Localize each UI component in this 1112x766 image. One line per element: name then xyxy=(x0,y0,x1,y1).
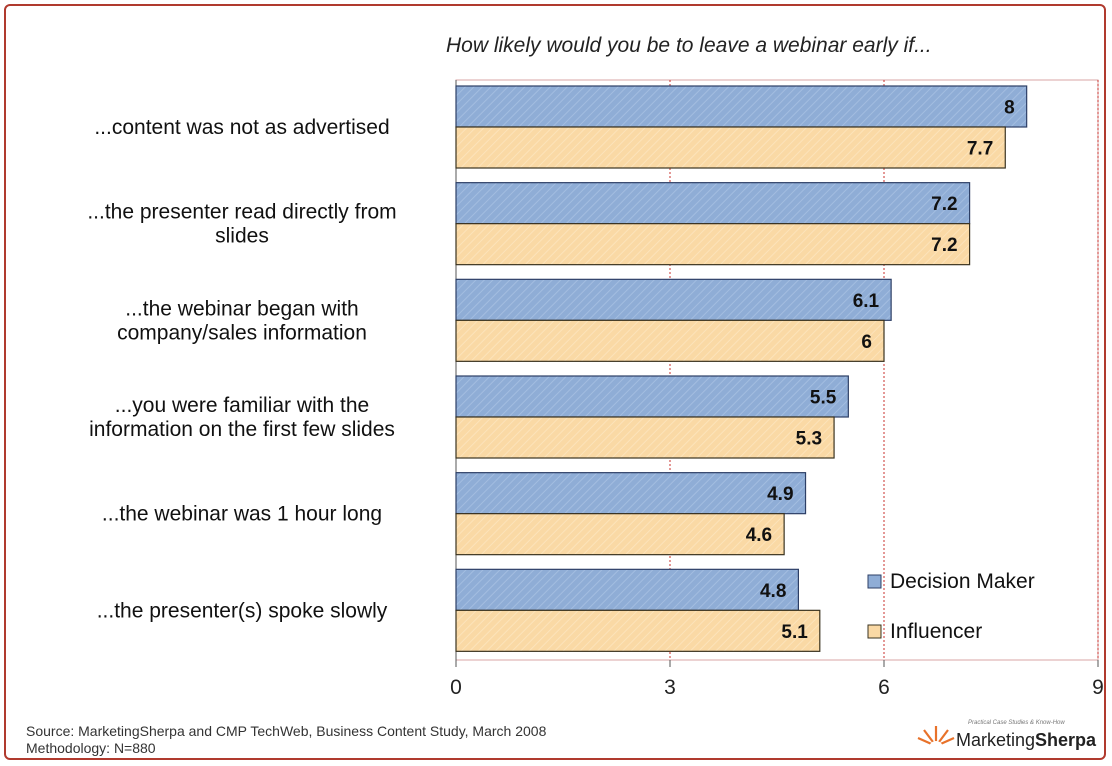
bar xyxy=(455,126,1006,169)
data-label: 8 xyxy=(1004,98,1015,119)
brand-name: MarketingSherpa xyxy=(956,730,1097,750)
data-label: 6.1 xyxy=(853,291,880,312)
x-tick-label: 0 xyxy=(450,676,462,699)
sun-logo-icon xyxy=(917,726,955,755)
category-label: ...the presenter(s) spoke slowly xyxy=(97,599,388,622)
data-label: 5.5 xyxy=(810,388,837,409)
category-label: ...you were familiar with the information… xyxy=(89,394,395,441)
chart-title: How likely would you be to leave a webin… xyxy=(446,34,932,57)
data-label: 5.3 xyxy=(796,429,822,450)
bar xyxy=(455,609,821,652)
legend-label: Influencer xyxy=(890,620,982,643)
x-tick-label: 3 xyxy=(664,676,676,699)
x-tick-label: 9 xyxy=(1092,676,1104,699)
category-label: ...the webinar was 1 hour long xyxy=(102,503,382,526)
data-label: 4.6 xyxy=(746,525,772,546)
brand-tagline: Practical Case Studies & Know-How xyxy=(968,720,1065,726)
bar xyxy=(455,85,1028,128)
bar xyxy=(455,278,892,321)
methodology-note: Methodology: N=880 xyxy=(26,740,156,756)
x-tick-label: 6 xyxy=(878,676,890,699)
bar xyxy=(455,375,849,418)
bar xyxy=(455,223,971,266)
data-label: 7.2 xyxy=(931,235,957,256)
legend-swatch xyxy=(867,624,882,639)
legend-label: Decision Maker xyxy=(890,570,1035,593)
category-label: ...the presenter read directly from slide… xyxy=(87,201,396,248)
bar xyxy=(455,319,885,362)
legend-swatch xyxy=(867,574,882,589)
data-label: 4.8 xyxy=(760,581,786,602)
data-label: 7.7 xyxy=(967,139,993,160)
data-label: 6 xyxy=(861,332,872,353)
bar xyxy=(455,513,785,556)
category-label: ...content was not as advertised xyxy=(94,116,389,139)
category-label: ...the webinar began with company/sales i… xyxy=(117,297,367,344)
data-label: 7.2 xyxy=(931,194,957,215)
bar xyxy=(455,182,971,225)
marketingsherpa-logo: Practical Case Studies & Know-How Market… xyxy=(916,716,1096,758)
bar xyxy=(455,568,799,611)
bar xyxy=(455,416,835,459)
source-note: Source: MarketingSherpa and CMP TechWeb,… xyxy=(26,723,547,739)
data-label: 4.9 xyxy=(767,484,793,505)
data-label: 5.1 xyxy=(781,622,808,643)
bar xyxy=(455,472,807,515)
